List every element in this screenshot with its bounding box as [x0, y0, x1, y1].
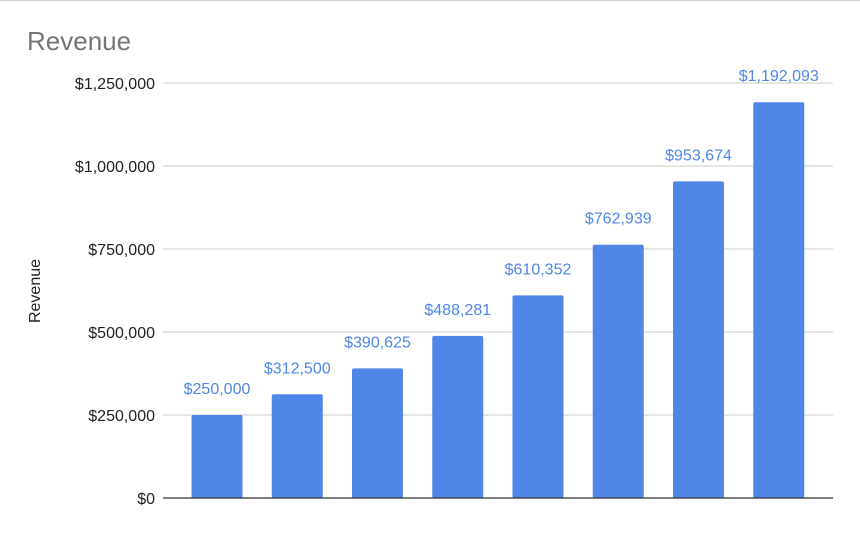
bar-data-label: $390,625 — [344, 334, 411, 351]
y-axis-ticks: $0 $250,000 $500,000 $750,000 $1,000,000 $1,2… — [75, 76, 155, 508]
bars — [191, 102, 805, 498]
bar-data-label: $250,000 — [184, 381, 251, 398]
bar-data-label: $1,192,093 — [739, 68, 819, 85]
bar — [673, 181, 724, 498]
y-tick-label: $1,250,000 — [75, 76, 155, 93]
bar-data-label: $762,939 — [585, 211, 652, 228]
bar-data-label: $312,500 — [264, 360, 331, 377]
bar — [512, 295, 564, 498]
bar — [753, 102, 805, 498]
bar — [592, 244, 644, 498]
bar-data-label: $488,281 — [424, 302, 491, 319]
bar — [352, 368, 403, 498]
chart-title: Revenue — [27, 26, 131, 56]
y-tick-label: $500,000 — [88, 325, 155, 342]
y-tick-label: $0 — [137, 491, 155, 508]
bar-data-label: $610,352 — [505, 261, 572, 278]
y-tick-label: $1,000,000 — [75, 159, 155, 176]
data-labels: $250,000 $312,500 $390,625 $488,281 $610,352… — [184, 68, 819, 398]
bar — [432, 335, 484, 498]
bar — [271, 394, 323, 498]
bar-data-label: $953,674 — [665, 147, 732, 164]
y-tick-label: $250,000 — [88, 408, 155, 425]
bar — [191, 415, 243, 498]
y-axis-title: Revenue — [27, 259, 44, 323]
y-tick-label: $750,000 — [88, 242, 155, 259]
